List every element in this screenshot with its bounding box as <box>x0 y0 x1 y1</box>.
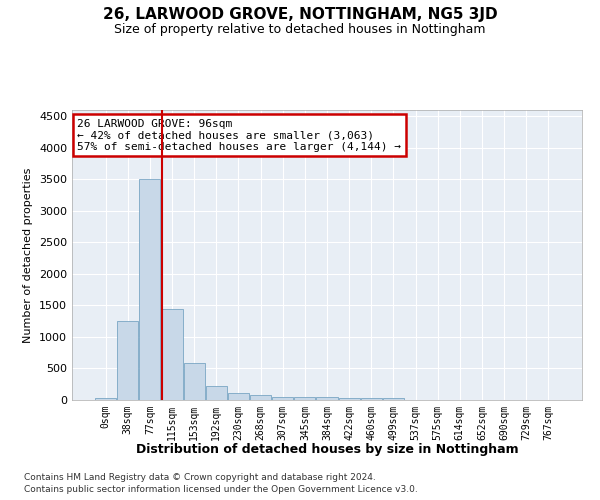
Y-axis label: Number of detached properties: Number of detached properties <box>23 168 34 342</box>
Bar <box>272 396 293 400</box>
Bar <box>161 308 182 400</box>
Bar <box>383 398 404 400</box>
Text: Size of property relative to detached houses in Nottingham: Size of property relative to detached ho… <box>114 22 486 36</box>
Bar <box>118 321 139 400</box>
Text: Contains HM Land Registry data © Crown copyright and database right 2024.: Contains HM Land Registry data © Crown c… <box>24 472 376 482</box>
Text: Contains public sector information licensed under the Open Government Licence v3: Contains public sector information licen… <box>24 485 418 494</box>
Bar <box>316 397 338 400</box>
Bar <box>338 398 359 400</box>
Bar <box>250 396 271 400</box>
Bar <box>206 386 227 400</box>
Bar <box>361 398 382 400</box>
Bar <box>95 398 116 400</box>
Bar <box>139 180 160 400</box>
Bar <box>295 397 316 400</box>
Text: Distribution of detached houses by size in Nottingham: Distribution of detached houses by size … <box>136 442 518 456</box>
Bar <box>228 393 249 400</box>
Text: 26 LARWOOD GROVE: 96sqm
← 42% of detached houses are smaller (3,063)
57% of semi: 26 LARWOOD GROVE: 96sqm ← 42% of detache… <box>77 118 401 152</box>
Bar <box>184 364 205 400</box>
Text: 26, LARWOOD GROVE, NOTTINGHAM, NG5 3JD: 26, LARWOOD GROVE, NOTTINGHAM, NG5 3JD <box>103 8 497 22</box>
